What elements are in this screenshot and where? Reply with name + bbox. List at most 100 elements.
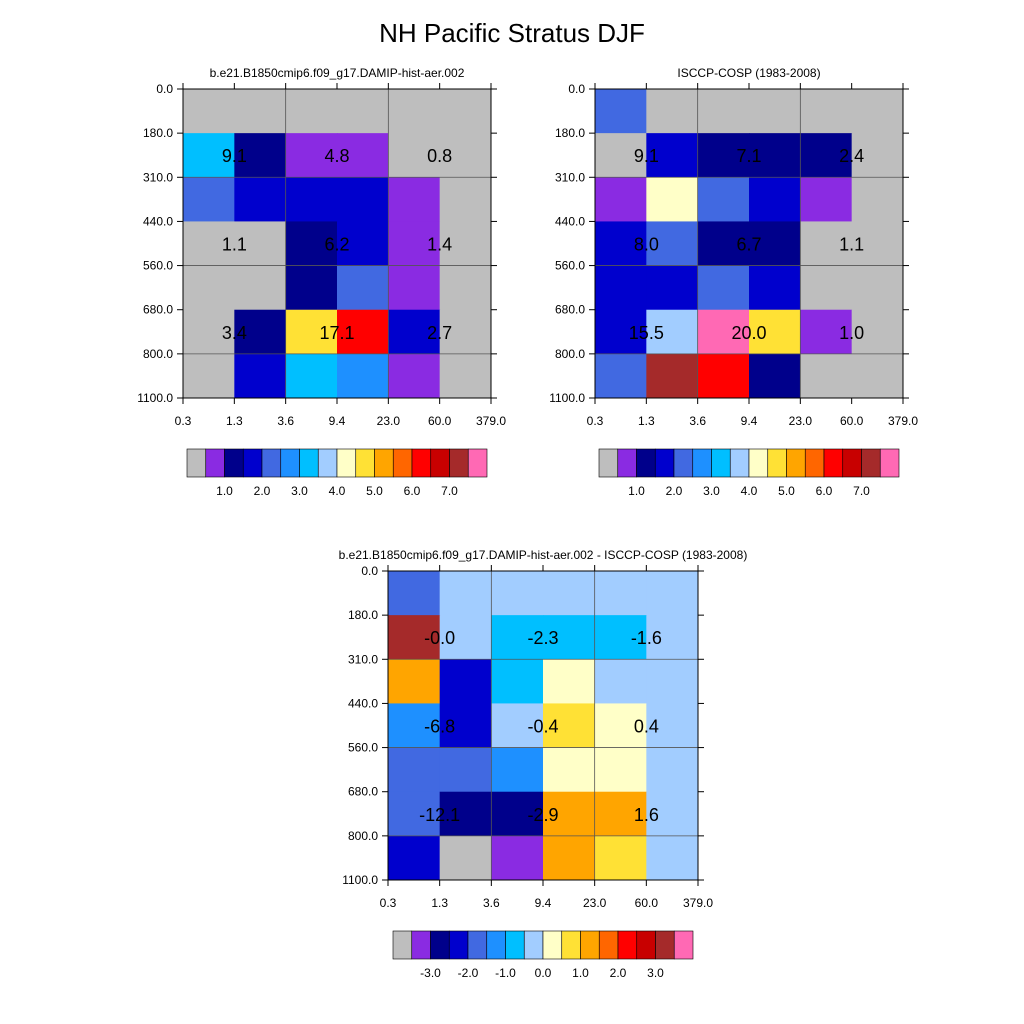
colorbar-swatch bbox=[598, 930, 619, 960]
heatmap-cell bbox=[234, 133, 287, 178]
heatmap-cell bbox=[234, 353, 287, 399]
colorbar-swatch bbox=[430, 930, 450, 960]
x-tick-label: 3.6 bbox=[689, 414, 706, 428]
heatmap-cell bbox=[595, 309, 647, 355]
data-label: -0.4 bbox=[527, 717, 558, 737]
x-tick-label: 60.0 bbox=[635, 896, 659, 910]
y-tick-label: 800.0 bbox=[348, 829, 378, 843]
heatmap-cell bbox=[234, 265, 287, 311]
heatmap-cell bbox=[285, 221, 338, 267]
y-tick-label: 310.0 bbox=[348, 652, 378, 666]
heatmap-cell bbox=[595, 89, 647, 134]
heatmap-cell bbox=[697, 309, 750, 355]
data-label: -2.9 bbox=[527, 805, 558, 825]
y-tick-label: 440.0 bbox=[555, 214, 585, 228]
heatmap-cell bbox=[851, 353, 904, 399]
colorbar-swatch bbox=[673, 930, 694, 960]
heatmap-cell bbox=[439, 835, 492, 881]
x-tick-label: 379.0 bbox=[476, 414, 506, 428]
colorbar-tick-label: 6.0 bbox=[404, 484, 421, 498]
heatmap-cell bbox=[183, 265, 235, 311]
data-label: 3.4 bbox=[222, 323, 247, 343]
heatmap-cell bbox=[388, 309, 441, 355]
data-label: 8.0 bbox=[634, 235, 659, 255]
colorbar-tick-label: 4.0 bbox=[329, 484, 346, 498]
heatmap-cell bbox=[697, 353, 750, 399]
colorbar-swatch bbox=[392, 930, 413, 960]
colorbar-swatch bbox=[748, 448, 769, 478]
data-label: 1.6 bbox=[634, 805, 659, 825]
x-tick-label: 379.0 bbox=[888, 414, 918, 428]
colorbar-swatch bbox=[636, 930, 656, 960]
heatmap-cell bbox=[697, 89, 750, 134]
colorbar-swatch bbox=[392, 448, 413, 478]
data-label: 1.0 bbox=[839, 323, 864, 343]
heatmap-cell bbox=[800, 177, 853, 222]
data-label: -12.1 bbox=[419, 805, 460, 825]
heatmap-cell bbox=[749, 221, 801, 267]
heatmap-cell bbox=[543, 835, 596, 881]
data-label: 0.8 bbox=[427, 146, 452, 166]
heatmap-cell bbox=[388, 703, 441, 749]
heatmap-cell bbox=[234, 309, 287, 355]
data-label: 1.1 bbox=[839, 235, 864, 255]
x-tick-label: 0.3 bbox=[380, 896, 397, 910]
heatmap-cell bbox=[388, 747, 441, 793]
colorbar-swatch bbox=[879, 448, 900, 478]
colorbar-tick-label: 5.0 bbox=[366, 484, 383, 498]
y-tick-label: 440.0 bbox=[143, 214, 173, 228]
data-label: 1.4 bbox=[427, 235, 452, 255]
heatmap-cell bbox=[595, 177, 647, 222]
y-tick-label: 180.0 bbox=[555, 126, 585, 140]
colorbar-tick-label: 0.0 bbox=[535, 966, 552, 980]
colorbar-swatch bbox=[242, 448, 263, 478]
x-tick-label: 60.0 bbox=[428, 414, 452, 428]
colorbar-swatch bbox=[261, 448, 282, 478]
heatmap-cell bbox=[595, 265, 647, 311]
heatmap-cell bbox=[491, 791, 544, 837]
colorbar-tick-label: 3.0 bbox=[703, 484, 720, 498]
heatmap-cell bbox=[646, 309, 699, 355]
heatmap-cell bbox=[749, 309, 801, 355]
heatmap-cell bbox=[491, 659, 544, 704]
colorbar-swatch bbox=[280, 448, 300, 478]
heatmap-cell bbox=[646, 265, 699, 311]
colorbar-swatch bbox=[374, 448, 394, 478]
colorbar-swatch bbox=[673, 448, 694, 478]
heatmap-cell bbox=[388, 89, 441, 134]
colorbar-swatch bbox=[486, 930, 506, 960]
page-title: NH Pacific Stratus DJF bbox=[379, 18, 645, 48]
y-tick-label: 560.0 bbox=[348, 741, 378, 755]
heatmap-cell bbox=[183, 89, 235, 134]
heatmap-cell bbox=[697, 265, 750, 311]
heatmap-cell bbox=[183, 353, 235, 399]
colorbar-tick-label: 6.0 bbox=[816, 484, 833, 498]
panel-diff: b.e21.B1850cmip6.f09_g17.DAMIP-hist-aer.… bbox=[339, 548, 748, 980]
heatmap-cell bbox=[595, 221, 647, 267]
heatmap-cell bbox=[337, 133, 389, 178]
heatmap-cell bbox=[851, 221, 904, 267]
heatmap-cell bbox=[183, 177, 235, 222]
x-tick-label: 23.0 bbox=[789, 414, 813, 428]
colorbar-tick-label: 1.0 bbox=[216, 484, 233, 498]
colorbar-tick-label: -1.0 bbox=[495, 966, 516, 980]
heatmap-cell bbox=[646, 659, 699, 704]
data-label: 6.2 bbox=[324, 235, 349, 255]
colorbar-swatch bbox=[711, 448, 731, 478]
panel-obs: ISCCP-COSP (1983-2008) 0.0 180.0 310.0 440.0… bbox=[549, 66, 918, 498]
colorbar-swatch bbox=[561, 930, 581, 960]
heatmap-cell bbox=[439, 221, 492, 267]
heatmap-cell bbox=[439, 571, 492, 616]
heatmap-cell bbox=[646, 703, 699, 749]
heatmap-cell bbox=[491, 747, 544, 793]
heatmap-cell bbox=[388, 177, 441, 222]
panel-model: b.e21.B1850cmip6.f09_g17.DAMIP-hist-aer.… bbox=[137, 66, 506, 498]
colorbar-tick-label: -3.0 bbox=[420, 966, 441, 980]
heatmap-cell bbox=[646, 835, 699, 881]
heatmap-cell bbox=[285, 89, 338, 134]
colorbar-tick-label: 5.0 bbox=[778, 484, 795, 498]
colorbar-swatch bbox=[317, 448, 338, 478]
heatmap-cell bbox=[543, 615, 596, 660]
colorbar-tick-label: 2.0 bbox=[254, 484, 271, 498]
heatmap-cell bbox=[697, 221, 750, 267]
